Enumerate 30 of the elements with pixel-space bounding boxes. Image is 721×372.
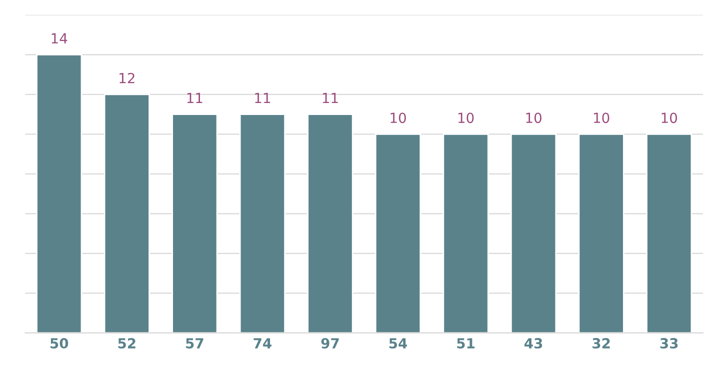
data-label: 11	[322, 92, 338, 104]
bar	[578, 133, 624, 333]
bar	[442, 133, 489, 333]
x-tick-label: 74	[254, 338, 272, 348]
x-tick-label: 33	[660, 338, 678, 349]
bar	[104, 94, 150, 333]
data-label: 12	[120, 72, 134, 84]
data-label: 10	[526, 112, 542, 124]
x-tick-label: 43	[524, 338, 542, 349]
x-tick-label: 54	[389, 338, 408, 349]
bar	[374, 133, 422, 333]
x-tick-label: 32	[592, 338, 610, 349]
data-label: 14	[52, 33, 68, 44]
data-label: 11	[187, 92, 202, 104]
x-tick-label: 50	[50, 338, 68, 349]
bar	[172, 114, 218, 333]
data-label: 10	[458, 112, 474, 124]
data-label: 10	[662, 112, 677, 124]
bar	[510, 133, 557, 333]
bar	[307, 114, 354, 333]
x-tick-label: 52	[118, 338, 136, 349]
x-tick-label: 57	[186, 338, 204, 349]
data-label: 10	[390, 112, 406, 124]
bar	[646, 133, 692, 333]
data-label: 11	[255, 92, 270, 104]
x-tick-label: 97	[321, 338, 339, 349]
bar	[239, 114, 286, 333]
data-label: 10	[594, 112, 610, 124]
bar	[36, 54, 82, 333]
x-tick-label: 51	[457, 338, 474, 349]
